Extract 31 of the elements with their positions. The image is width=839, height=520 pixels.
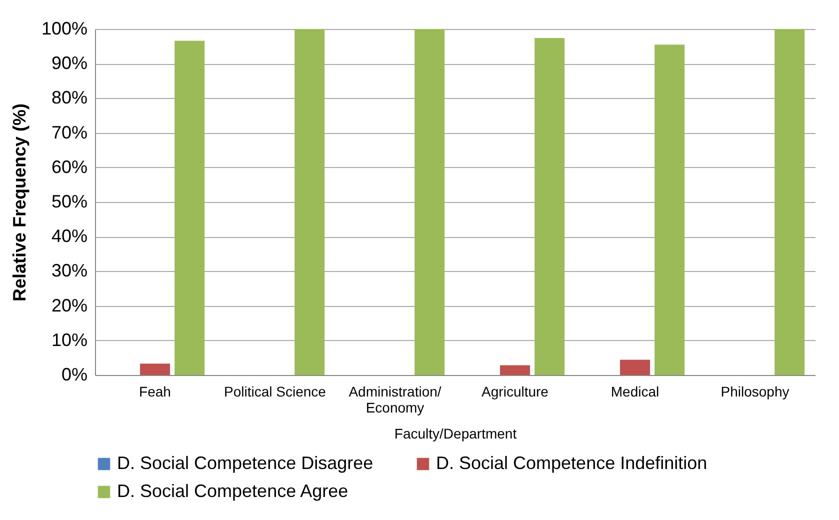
x-tick-label: Agriculture <box>482 384 549 400</box>
y-tick-label: 70% <box>51 122 88 142</box>
legend-label: D. Social Competence Agree <box>117 481 348 501</box>
legend-label: D. Social Competence Indefinition <box>436 453 708 473</box>
bar <box>654 44 685 375</box>
y-tick-label: 10% <box>51 330 88 350</box>
x-tick-label: Philosophy <box>720 384 790 400</box>
y-tick-label: 40% <box>51 226 88 246</box>
y-tick-label: 30% <box>51 260 88 281</box>
x-tick-label: Medical <box>610 384 660 400</box>
y-tick-label: 0% <box>61 364 88 384</box>
x-tick-label: Administration/ Economy <box>348 384 442 416</box>
bar <box>500 365 530 375</box>
bar <box>174 40 205 375</box>
bar <box>140 364 170 375</box>
y-tick-label: 90% <box>51 53 88 74</box>
y-tick-label: 50% <box>51 192 88 212</box>
y-tick-label: 80% <box>51 88 88 108</box>
y-tick-label: 20% <box>51 295 88 316</box>
y-axis-title: Relative Frequency (%) <box>9 103 30 302</box>
bar <box>294 29 325 375</box>
x-axis-title: Faculty/Department <box>394 426 517 442</box>
bar <box>620 360 650 375</box>
bar <box>774 29 805 375</box>
y-tick-label: 60% <box>51 156 88 177</box>
y-tick-label: 100% <box>41 18 88 38</box>
x-tick-label: Feah <box>139 384 171 400</box>
bar <box>534 38 565 375</box>
x-tick-label: Political Science <box>224 384 326 400</box>
legend-label: D. Social Competence Disagree <box>117 453 374 473</box>
bar <box>414 29 445 375</box>
